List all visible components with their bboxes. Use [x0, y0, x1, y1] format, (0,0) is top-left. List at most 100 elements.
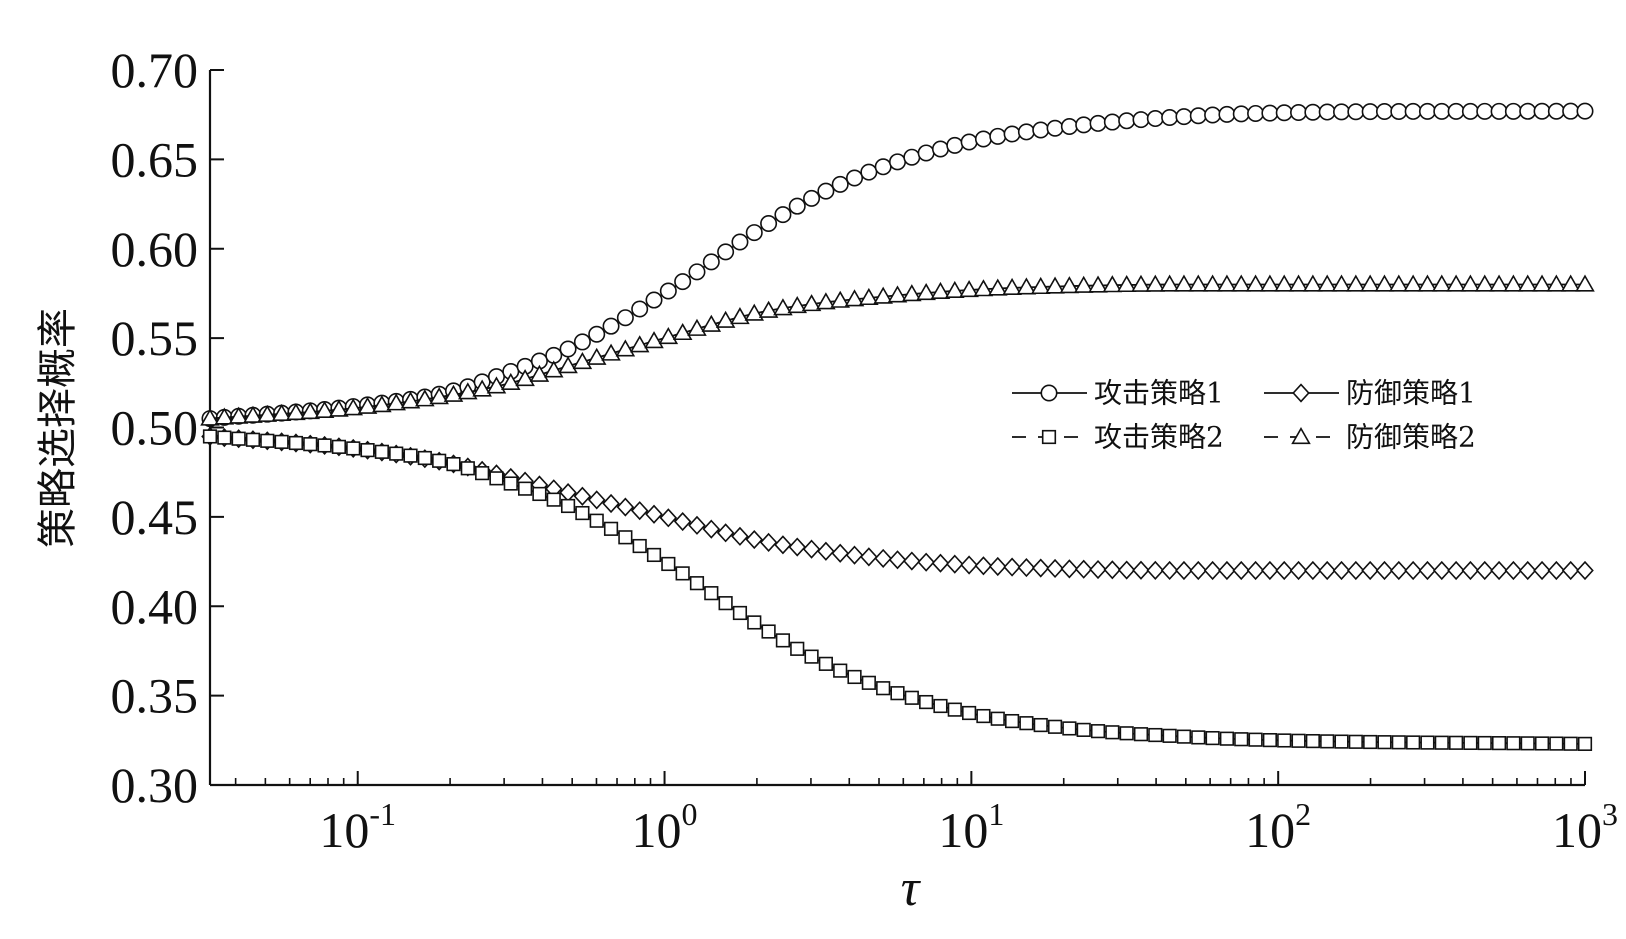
- series-2-point: [774, 535, 792, 555]
- legend-item: 防御策略1: [1264, 377, 1476, 410]
- series-2-point: [1518, 560, 1537, 581]
- series-3-point: [1305, 733, 1320, 749]
- series-3-point: [962, 705, 977, 721]
- series-3-point: [603, 521, 619, 536]
- series-3-point: [933, 698, 948, 714]
- series-3-point: [1363, 734, 1378, 750]
- series-2-point: [1490, 560, 1508, 581]
- series-4-point: [1532, 274, 1552, 292]
- x-tick-base: 10: [632, 802, 682, 858]
- series-1-point: [1075, 116, 1093, 134]
- series-3-point: [804, 649, 819, 664]
- series-3-point: [560, 498, 576, 514]
- series-3-point: [876, 681, 891, 696]
- series-3-point: [1491, 736, 1507, 751]
- series-1-point: [1032, 121, 1050, 139]
- series-4-point: [1030, 276, 1051, 295]
- series-3-point: [1463, 735, 1478, 751]
- series-3-point: [331, 439, 347, 454]
- series-3-point: [303, 437, 318, 452]
- series-4-point: [1346, 274, 1366, 292]
- series-2-point: [1132, 560, 1150, 580]
- series-3-point: [1520, 736, 1535, 751]
- series-3-point: [818, 656, 833, 671]
- series-2-point: [1390, 560, 1408, 581]
- series-4-point: [1303, 274, 1323, 292]
- series-3-point: [1563, 736, 1578, 751]
- series-3-point: [260, 433, 275, 448]
- y-tick-label: 0.55: [111, 310, 199, 366]
- series-1-point: [817, 182, 835, 200]
- series-4-point: [801, 294, 822, 312]
- series-4-point: [1260, 274, 1280, 292]
- series-2-point: [1003, 557, 1021, 577]
- series-3-point: [1549, 736, 1564, 751]
- y-tick-label: 0.30: [111, 757, 199, 813]
- series-2-point: [788, 537, 807, 557]
- y-tick-label: 0.50: [111, 400, 199, 456]
- series-2-point: [860, 547, 878, 567]
- series-4-point: [214, 407, 235, 425]
- series-2-point: [1447, 560, 1465, 581]
- series-4-point: [844, 289, 865, 307]
- series-3-point: [1348, 734, 1363, 749]
- series-2-point: [745, 529, 764, 550]
- x-tick-base: 10: [319, 802, 369, 858]
- series-2-point: [759, 532, 778, 552]
- series-1-point: [1533, 102, 1551, 120]
- series-4-point: [443, 384, 464, 402]
- series-2-point: [1561, 560, 1580, 581]
- series-4-point: [1331, 274, 1352, 292]
- legend-item: 攻击策略2: [1012, 421, 1224, 454]
- series-1-point: [745, 224, 763, 242]
- series-4-point: [1131, 274, 1151, 292]
- series-2-point: [917, 552, 935, 572]
- series-3-point: [589, 513, 604, 528]
- legend-label: 攻击策略1: [1094, 377, 1224, 410]
- x-tick-exponent: 0: [682, 796, 698, 832]
- series-2-point: [1031, 558, 1050, 578]
- series-1-point: [688, 263, 706, 281]
- series-3-point: [1219, 731, 1235, 746]
- series-3-point: [360, 443, 375, 458]
- series-3-point: [1062, 721, 1077, 736]
- series-3-point: [618, 530, 633, 545]
- series-2-point: [1203, 560, 1222, 581]
- series-2-point: [573, 486, 592, 506]
- series-4-point: [773, 298, 793, 316]
- x-tick-label: 101: [938, 796, 1004, 858]
- series-4-point: [1002, 277, 1022, 296]
- series-2-point: [888, 550, 907, 570]
- x-tick-exponent: -1: [369, 796, 396, 832]
- series-3-point: [790, 641, 805, 656]
- series-4-point: [1231, 274, 1252, 292]
- series-1-point: [874, 158, 892, 176]
- series-2-point: [1017, 558, 1036, 578]
- series-4-point: [257, 404, 278, 422]
- series-3-point: [389, 446, 404, 461]
- series-1-point: [1175, 108, 1193, 126]
- series-4-point: [586, 347, 607, 365]
- series-3-point: [532, 486, 547, 502]
- series-4-point: [400, 391, 421, 409]
- series-4-point: [1389, 274, 1409, 292]
- series-3-point: [1334, 734, 1349, 749]
- series-4-point: [1274, 274, 1294, 292]
- series-2-point: [1232, 560, 1251, 581]
- series-4-point: [415, 389, 435, 407]
- series-4-point: [228, 406, 249, 424]
- series-1-point: [1562, 102, 1580, 120]
- series-3-point: [417, 450, 432, 466]
- series-4-point: [730, 307, 750, 325]
- series-2-point: [1046, 558, 1064, 579]
- series-1-point: [1046, 119, 1064, 137]
- series-3-point: [1248, 732, 1263, 747]
- series-1-point: [1418, 102, 1436, 120]
- series-2-point: [1160, 560, 1179, 581]
- series-2-point: [1074, 559, 1093, 579]
- series-3-point: [1420, 735, 1435, 750]
- series-1-point: [1547, 102, 1565, 120]
- series-1-point: [1103, 113, 1121, 131]
- series-4-point: [787, 296, 808, 314]
- y-tick-label: 0.45: [111, 489, 199, 545]
